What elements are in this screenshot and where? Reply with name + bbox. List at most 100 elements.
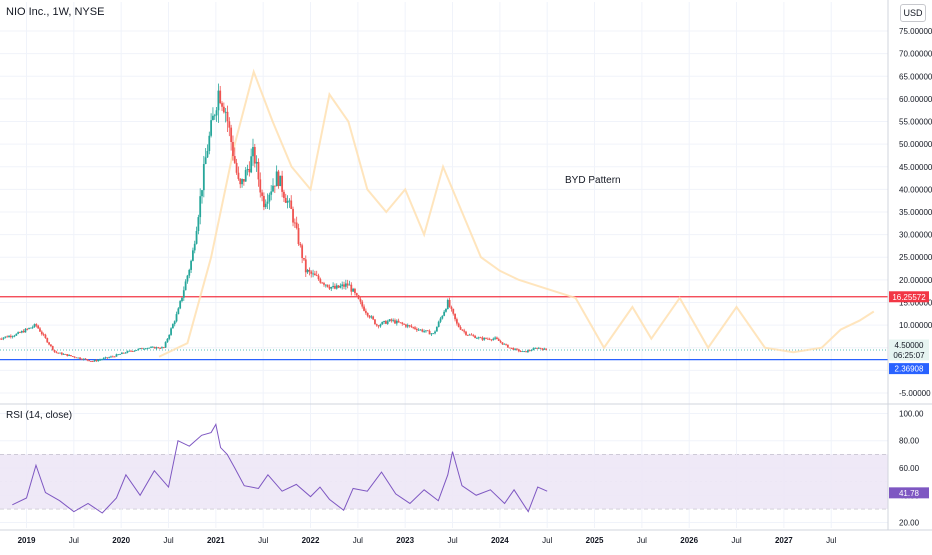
price-tick-label: 60.00000: [899, 95, 932, 104]
price-tick-label: 20.00000: [899, 276, 932, 285]
candle-body: [206, 150, 209, 158]
candle-body: [221, 103, 223, 107]
currency-button[interactable]: USD: [900, 4, 926, 22]
candle-body: [53, 349, 56, 352]
candle-body: [344, 283, 347, 287]
candle-body: [59, 352, 61, 354]
candle-body: [97, 359, 100, 362]
time-tick-label: Jul: [731, 536, 741, 545]
candle-body: [335, 285, 338, 289]
candle-body: [426, 330, 429, 332]
candle-body: [232, 142, 234, 157]
rsi-title: RSI (14, close): [6, 410, 73, 421]
candle-body: [328, 286, 331, 289]
rsi-value-badge-text: 41.78: [899, 489, 920, 498]
time-tick-label: Jul: [353, 536, 363, 545]
candle-body: [470, 334, 473, 336]
candle-body: [508, 347, 511, 349]
time-tick-label: Jul: [542, 536, 552, 545]
candle-body: [253, 147, 256, 164]
resistance-badge: 16.25572: [889, 291, 929, 303]
candle-body: [28, 327, 30, 329]
candle-body: [472, 335, 475, 337]
candle-body: [357, 295, 360, 299]
price-tick-label: 25.00000: [899, 253, 932, 262]
candle-body: [332, 285, 334, 287]
candle-body: [490, 339, 493, 341]
candle-body: [399, 322, 402, 324]
candle-body: [341, 284, 344, 287]
candle-body: [35, 324, 38, 326]
candle-body: [181, 297, 183, 302]
candle-body: [299, 244, 302, 246]
countdown-badge-bg: [889, 349, 929, 361]
candle-body: [60, 352, 63, 355]
candle-body: [141, 348, 143, 349]
candle-body: [255, 161, 258, 164]
candle-body: [39, 328, 41, 332]
candle-body: [88, 360, 91, 362]
candle-body: [496, 337, 498, 340]
candle-body: [315, 275, 318, 277]
candle-body: [323, 283, 325, 285]
candle-body: [492, 338, 495, 340]
support-badge-bg: [889, 363, 929, 375]
candle-body: [224, 111, 227, 113]
candle-body: [516, 348, 518, 350]
candle-body: [537, 347, 540, 349]
candle-body: [161, 347, 163, 349]
candle-body: [304, 259, 307, 273]
candle-body: [306, 269, 309, 273]
candle-body: [317, 275, 320, 280]
candle-body: [266, 201, 269, 204]
candle-body: [219, 90, 222, 104]
candle-body: [213, 115, 216, 117]
candle-body: [26, 328, 29, 330]
time-tick-label: 2019: [18, 536, 36, 545]
candle-body: [226, 111, 229, 122]
candle-body: [308, 269, 311, 272]
candle-body: [454, 313, 456, 320]
candle-body: [414, 327, 416, 329]
candle-body: [230, 127, 233, 143]
candle-body: [319, 279, 322, 283]
candle-body: [171, 324, 174, 329]
candle-body: [383, 320, 385, 322]
candle-body: [450, 306, 453, 309]
candle-body: [525, 351, 527, 353]
candle-body: [126, 351, 129, 353]
candle-body: [272, 185, 274, 192]
candle-body: [146, 347, 149, 349]
candle-body: [521, 351, 524, 353]
candle-body: [541, 348, 544, 350]
candle-body: [394, 320, 396, 324]
candle-body: [6, 336, 9, 338]
candle-body: [115, 354, 118, 357]
candle-body: [354, 288, 356, 294]
candle-body: [46, 338, 49, 343]
candle-body: [0, 338, 1, 340]
candle-body: [421, 329, 424, 332]
price-tick-label: 30.00000: [899, 231, 932, 240]
price-tick-label: 45.00000: [899, 163, 932, 172]
candle-body: [443, 311, 446, 316]
candle-body: [288, 200, 291, 202]
time-tick-label: 2025: [586, 536, 604, 545]
chart-title: NIO Inc., 1W, NYSE: [6, 6, 105, 18]
candle-body: [228, 121, 231, 128]
candle-body: [264, 203, 267, 208]
candle-body: [339, 286, 342, 288]
candle-body: [403, 323, 405, 325]
rsi-series: [12, 422, 548, 514]
time-tick-label: Jul: [258, 536, 268, 545]
candle-body: [151, 346, 154, 348]
candle-body: [75, 357, 78, 359]
candle-body: [457, 323, 460, 328]
candle-body: [142, 348, 145, 350]
candle-body: [293, 222, 296, 224]
candle-body: [215, 110, 218, 116]
candle-body: [284, 197, 287, 203]
candle-body: [494, 337, 497, 339]
candle-body: [217, 90, 220, 111]
